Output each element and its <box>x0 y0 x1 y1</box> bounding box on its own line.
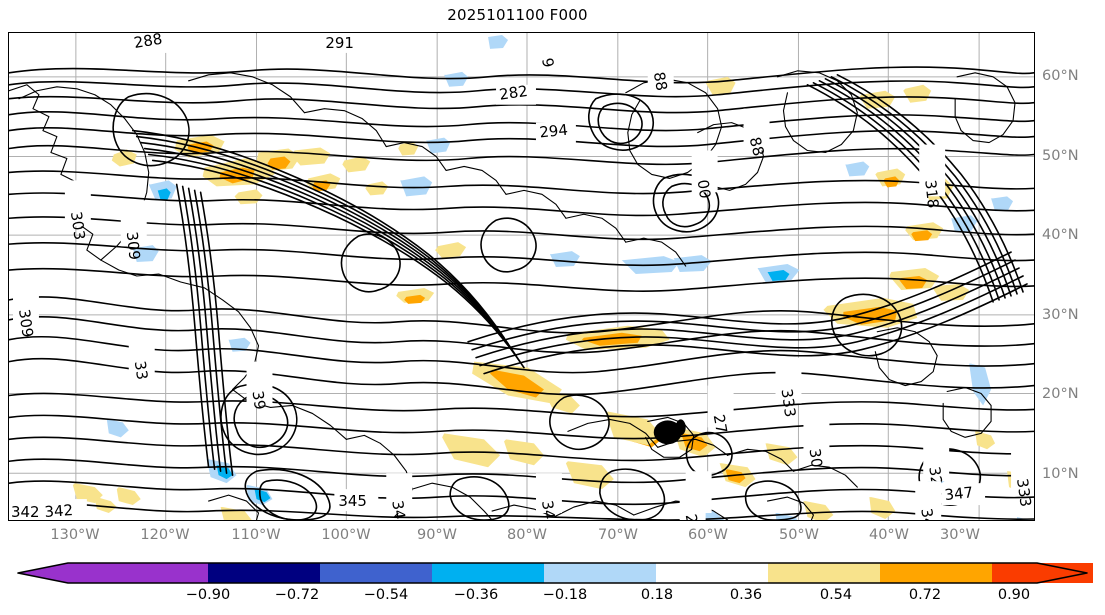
contour-labels: 288 291 282 294 9 88 88 00 303 309 309 3… <box>9 33 1034 520</box>
lon-tick-90w: 90°W <box>416 527 458 543</box>
svg-text:318: 318 <box>921 179 942 209</box>
colorbar-seg-7 <box>880 563 992 583</box>
colorbar-seg-3 <box>432 563 544 583</box>
svg-text:288: 288 <box>133 33 164 52</box>
svg-text:88: 88 <box>650 70 671 92</box>
lat-tick-20n: 20°N <box>1042 386 1079 402</box>
lon-tick-40w: 40°W <box>868 527 910 543</box>
lon-tick-60w: 60°W <box>687 527 729 543</box>
colorbar-canvas <box>17 562 1093 584</box>
svg-text:282: 282 <box>498 82 529 104</box>
svg-text:33: 33 <box>131 360 151 381</box>
svg-text:291: 291 <box>325 34 354 52</box>
svg-text:30: 30 <box>805 447 825 468</box>
svg-text:27: 27 <box>710 413 731 435</box>
svg-text:347: 347 <box>944 483 974 504</box>
colorbar-tick--0.72: −0.72 <box>274 587 320 603</box>
svg-text:333: 333 <box>1013 477 1034 508</box>
colorbar-tick-0.90: 0.90 <box>997 587 1031 603</box>
svg-text:39: 39 <box>249 390 269 411</box>
colorbar-seg-8 <box>992 563 1093 583</box>
colorbar-tick-0.54: 0.54 <box>819 587 853 603</box>
lon-tick-30w: 30°W <box>939 527 981 543</box>
colorbar-tick-0.36: 0.36 <box>729 587 763 603</box>
colorbar-seg-2 <box>320 563 432 583</box>
colorbar-seg-6 <box>768 563 880 583</box>
lon-tick-120w: 120°W <box>140 527 190 543</box>
map-panel[interactable]: 288 291 282 294 9 88 88 00 303 309 309 3… <box>8 32 1035 521</box>
lon-tick-50w: 50°W <box>778 527 820 543</box>
anomaly-patches-warm <box>72 76 1032 520</box>
svg-text:2: 2 <box>682 513 701 520</box>
colorbar-under-arrow <box>18 563 68 583</box>
svg-text:9: 9 <box>538 56 557 68</box>
colorbar-tick--0.18: −0.18 <box>542 587 588 603</box>
lon-tick-70w: 70°W <box>597 527 639 543</box>
svg-text:34: 34 <box>917 507 937 520</box>
colorbar-tick--0.90: −0.90 <box>185 587 231 603</box>
map-canvas: 288 291 282 294 9 88 88 00 303 309 309 3… <box>9 33 1034 520</box>
svg-text:294: 294 <box>538 121 568 142</box>
lon-tick-130w: 130°W <box>50 527 100 543</box>
svg-text:342: 342 <box>11 503 40 520</box>
contour-lines <box>9 66 1034 520</box>
svg-text:309: 309 <box>15 308 37 339</box>
svg-text:303: 303 <box>67 210 89 241</box>
lat-tick-60n: 60°N <box>1042 68 1079 84</box>
svg-text:88: 88 <box>746 135 768 158</box>
svg-text:34: 34 <box>538 499 558 520</box>
colorbar-seg-1 <box>208 563 320 583</box>
colorbar-seg-4 <box>544 563 656 583</box>
colorbar-swatches <box>18 563 1093 583</box>
colorbar-seg-5 <box>656 563 768 583</box>
svg-text:333: 333 <box>778 388 800 419</box>
lat-tick-50n: 50°N <box>1042 148 1079 164</box>
lat-tick-40n: 40°N <box>1042 227 1079 243</box>
svg-text:34: 34 <box>388 499 408 520</box>
lat-tick-10n: 10°N <box>1042 466 1079 482</box>
svg-text:309: 309 <box>123 231 144 261</box>
lon-tick-110w: 110°W <box>231 527 281 543</box>
lon-tick-100w: 100°W <box>321 527 371 543</box>
svg-text:342: 342 <box>44 501 74 520</box>
colorbar-tick-0.18: 0.18 <box>640 587 674 603</box>
svg-text:345: 345 <box>338 492 367 510</box>
colorbar-tick--0.36: −0.36 <box>453 587 499 603</box>
colorbar-outline <box>17 562 1088 584</box>
colorbar[interactable] <box>12 562 1093 584</box>
lon-tick-80w: 80°W <box>506 527 548 543</box>
lat-tick-30n: 30°N <box>1042 307 1079 323</box>
colorbar-seg-0 <box>68 563 208 583</box>
colorbar-tick--0.54: −0.54 <box>363 587 409 603</box>
colorbar-tick-0.72: 0.72 <box>908 587 942 603</box>
svg-text:00: 00 <box>694 178 714 199</box>
page-title: 2025101100 F000 <box>447 6 588 24</box>
